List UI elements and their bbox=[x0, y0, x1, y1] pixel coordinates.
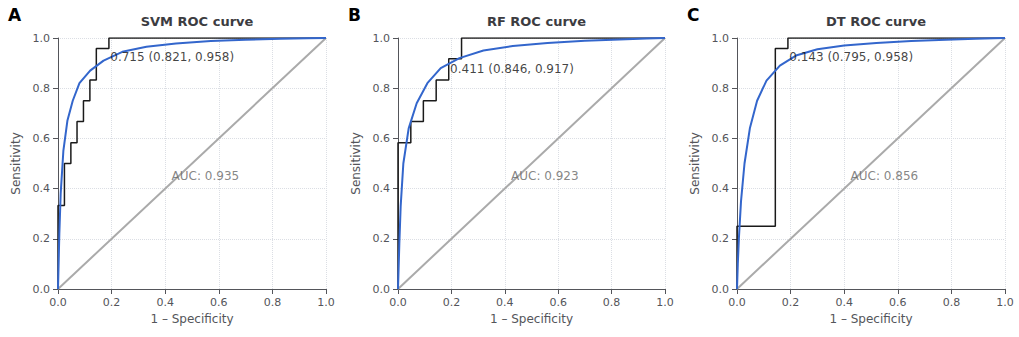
svg-text:0.4: 0.4 bbox=[33, 182, 51, 195]
svg-text:1 – Specificity: 1 – Specificity bbox=[829, 312, 912, 326]
svg-text:0.2: 0.2 bbox=[712, 232, 730, 245]
svg-text:0.4: 0.4 bbox=[156, 296, 174, 309]
svg-text:1 – Specificity: 1 – Specificity bbox=[490, 312, 573, 326]
svg-text:0.6: 0.6 bbox=[889, 296, 907, 309]
svg-text:0.0: 0.0 bbox=[49, 296, 67, 309]
svg-text:0.0: 0.0 bbox=[33, 283, 51, 296]
svg-text:DT ROC curve: DT ROC curve bbox=[826, 14, 926, 29]
svg-text:0.6: 0.6 bbox=[210, 296, 228, 309]
svg-text:0.8: 0.8 bbox=[33, 82, 51, 95]
svg-text:0.0: 0.0 bbox=[712, 283, 730, 296]
svg-text:0.2: 0.2 bbox=[33, 232, 51, 245]
svg-text:1.0: 1.0 bbox=[656, 296, 674, 309]
svg-text:0.2: 0.2 bbox=[782, 296, 800, 309]
svg-text:0.8: 0.8 bbox=[603, 296, 621, 309]
svg-text:0.6: 0.6 bbox=[712, 132, 730, 145]
svg-text:1.0: 1.0 bbox=[373, 32, 391, 45]
svg-text:0.0: 0.0 bbox=[728, 296, 746, 309]
svg-text:0.4: 0.4 bbox=[712, 182, 730, 195]
svg-text:1.0: 1.0 bbox=[317, 296, 335, 309]
svg-text:0.143 (0.795, 0.958): 0.143 (0.795, 0.958) bbox=[789, 50, 913, 64]
svg-text:0.2: 0.2 bbox=[443, 296, 461, 309]
svg-text:C: C bbox=[687, 5, 699, 25]
svg-text:0.6: 0.6 bbox=[549, 296, 567, 309]
svg-text:0.2: 0.2 bbox=[373, 232, 391, 245]
svg-text:0.8: 0.8 bbox=[943, 296, 961, 309]
svg-text:0.4: 0.4 bbox=[496, 296, 514, 309]
svg-text:Sensitivity: Sensitivity bbox=[349, 132, 363, 194]
svg-text:AUC: 0.935: AUC: 0.935 bbox=[172, 169, 240, 183]
svg-text:A: A bbox=[8, 5, 22, 25]
svg-text:1 – Specificity: 1 – Specificity bbox=[150, 312, 233, 326]
svg-text:0.8: 0.8 bbox=[373, 82, 391, 95]
svg-text:0.4: 0.4 bbox=[373, 182, 391, 195]
svg-text:0.411 (0.846, 0.917): 0.411 (0.846, 0.917) bbox=[450, 62, 574, 76]
svg-text:0.0: 0.0 bbox=[373, 283, 391, 296]
svg-text:Sensitivity: Sensitivity bbox=[9, 132, 23, 194]
svg-text:0.2: 0.2 bbox=[103, 296, 121, 309]
svg-text:0.4: 0.4 bbox=[835, 296, 853, 309]
svg-text:1.0: 1.0 bbox=[996, 296, 1014, 309]
svg-text:0.0: 0.0 bbox=[389, 296, 407, 309]
svg-text:1.0: 1.0 bbox=[33, 32, 51, 45]
svg-text:0.8: 0.8 bbox=[712, 82, 730, 95]
svg-text:B: B bbox=[348, 5, 361, 25]
svg-text:AUC: 0.856: AUC: 0.856 bbox=[851, 169, 919, 183]
svg-text:0.6: 0.6 bbox=[373, 132, 391, 145]
svg-text:AUC: 0.923: AUC: 0.923 bbox=[511, 169, 579, 183]
svg-text:0.715 (0.821, 0.958): 0.715 (0.821, 0.958) bbox=[110, 50, 234, 64]
svg-text:RF ROC curve: RF ROC curve bbox=[487, 14, 586, 29]
svg-text:0.8: 0.8 bbox=[264, 296, 282, 309]
svg-text:Sensitivity: Sensitivity bbox=[688, 132, 702, 194]
svg-text:0.6: 0.6 bbox=[33, 132, 51, 145]
svg-text:SVM ROC curve: SVM ROC curve bbox=[141, 14, 254, 29]
svg-text:1.0: 1.0 bbox=[712, 32, 730, 45]
